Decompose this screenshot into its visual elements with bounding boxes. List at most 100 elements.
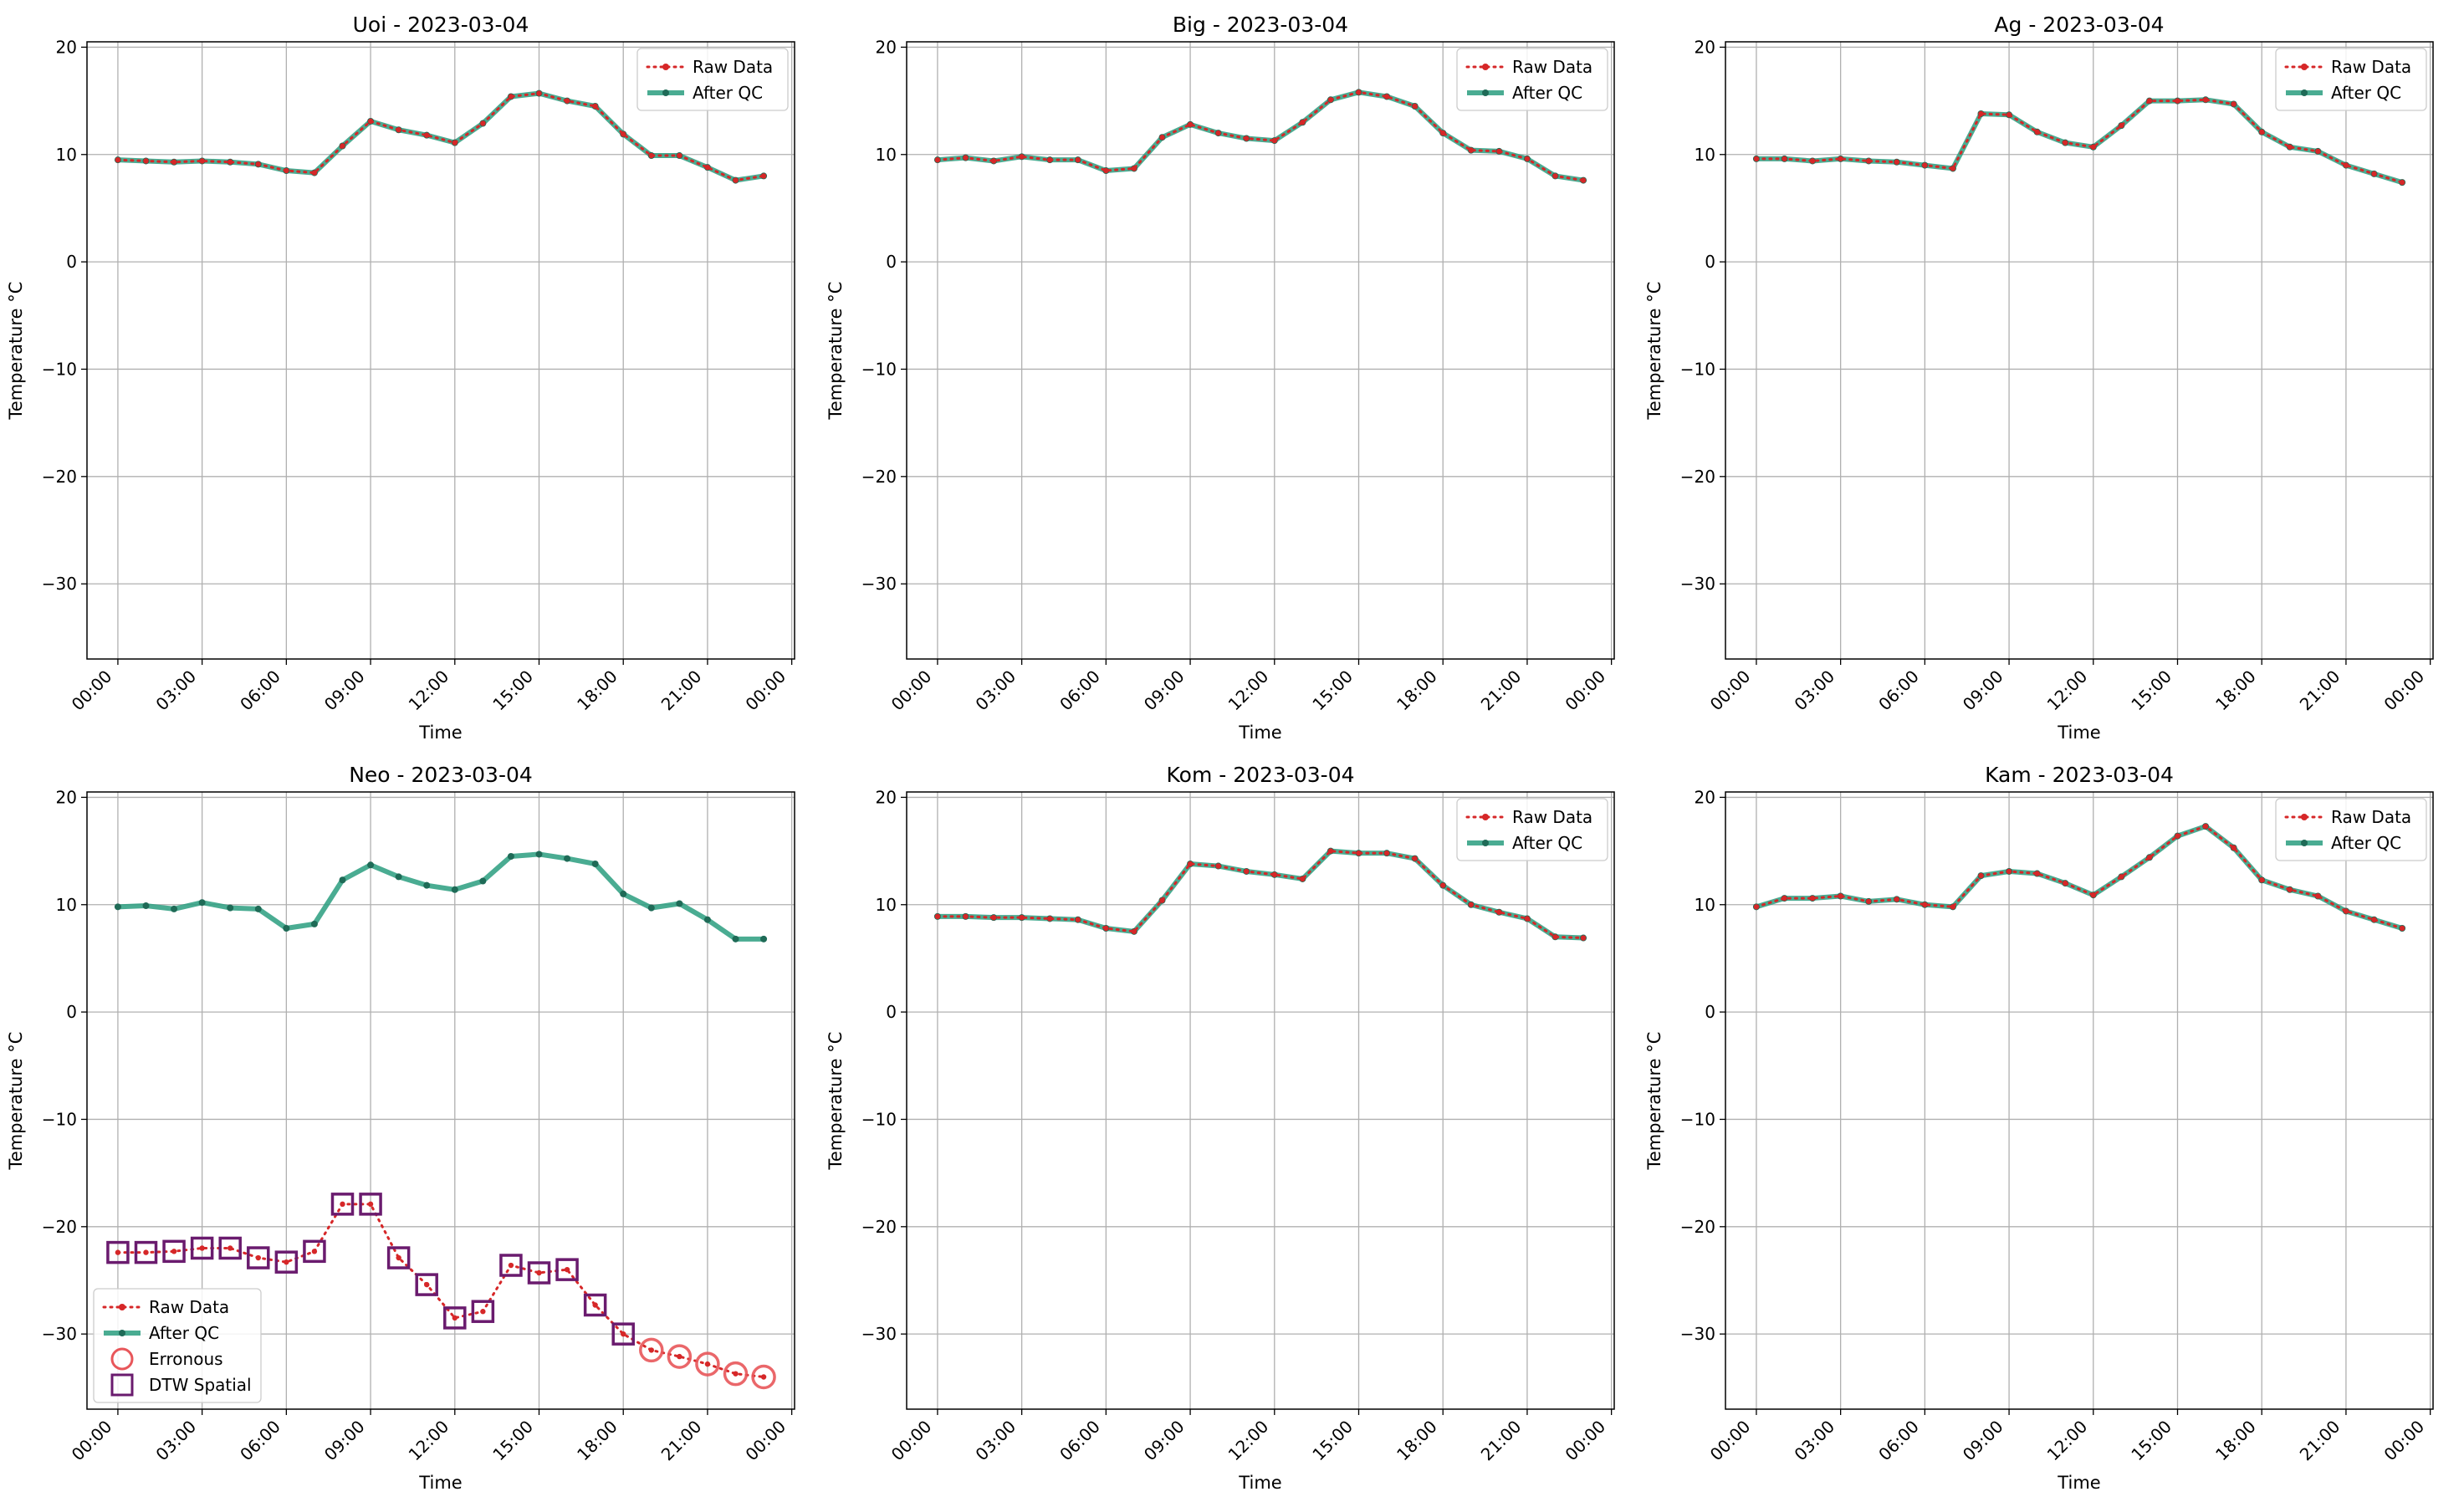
- raw-data-point: [648, 152, 654, 159]
- raw-data-point: [1922, 162, 1928, 168]
- raw-data-point: [340, 143, 345, 149]
- legend-qc-marker: [2301, 840, 2308, 846]
- legend-label-qc: After QC: [2331, 83, 2401, 103]
- x-tick-label: 15:00: [488, 667, 537, 715]
- after-qc-point: [479, 877, 487, 885]
- x-tick-label: 00:00: [2380, 667, 2428, 715]
- y-tick-label: −30: [861, 1324, 897, 1344]
- raw-data-point: [452, 140, 458, 146]
- legend-raw-marker: [1482, 814, 1489, 820]
- chart-title: Kam - 2023-03-04: [1985, 763, 2174, 787]
- after-qc-point: [507, 853, 514, 861]
- raw-data-point: [340, 1201, 345, 1208]
- x-tick-label: 12:00: [1224, 1417, 1273, 1465]
- raw-data-point: [1580, 935, 1587, 941]
- raw-data-point: [963, 913, 969, 920]
- y-tick-label: −20: [1680, 467, 1715, 487]
- raw-data-line: [116, 92, 765, 182]
- legend-qc-marker: [1482, 89, 1489, 96]
- x-tick-label: 15:00: [1308, 1417, 1357, 1465]
- raw-data-point: [1244, 135, 1250, 141]
- chart-panel-4: Kom - 2023-03-04 00:00 03:00 06:00 09:00 12:0…: [826, 763, 1615, 1493]
- y-tick-label: 0: [886, 252, 897, 272]
- raw-data-point: [1524, 156, 1531, 162]
- raw-data-point: [760, 173, 767, 179]
- after-qc-line: [1756, 97, 2403, 186]
- y-tick-label: −10: [42, 359, 77, 379]
- y-tick-label: 20: [56, 787, 77, 807]
- raw-data-point: [311, 170, 318, 176]
- x-tick-label: 03:00: [151, 667, 200, 715]
- y-tick-label: 10: [1695, 145, 1715, 165]
- erroneous-marker: [723, 1361, 749, 1387]
- raw-data-point: [1440, 130, 1446, 136]
- raw-data-point: [1866, 158, 1872, 164]
- raw-data-point: [1950, 166, 1956, 171]
- y-tick-label: 20: [876, 37, 897, 57]
- raw-data-point: [760, 1374, 767, 1380]
- after-qc-point: [591, 860, 599, 867]
- x-tick-label: 09:00: [320, 1417, 369, 1465]
- after-qc-point: [114, 903, 121, 911]
- dtw-spatial-marker: [330, 1193, 355, 1216]
- x-tick-label: 09:00: [320, 667, 369, 715]
- legend: Raw Data After QC: [636, 48, 789, 111]
- raw-data-point: [2063, 880, 2068, 886]
- raw-data-point: [2006, 112, 2012, 118]
- raw-data-point: [2343, 908, 2349, 914]
- raw-data-point: [367, 1201, 374, 1208]
- chart-panel-5: Kam - 2023-03-04 00:00 03:00 06:00 09:00 12:0…: [1644, 763, 2434, 1493]
- dtw-spatial-marker: [527, 1261, 551, 1285]
- raw-data-point: [367, 118, 374, 125]
- raw-data-point: [1922, 902, 1928, 907]
- x-tick-label: 00:00: [68, 1417, 116, 1465]
- raw-data-point: [2175, 833, 2180, 839]
- raw-data-point: [1782, 156, 1787, 162]
- raw-data-point: [2034, 871, 2040, 876]
- after-qc-point: [283, 925, 290, 932]
- raw-data-point: [1782, 895, 1787, 902]
- raw-data-point: [621, 131, 626, 137]
- x-tick-label: 03:00: [971, 1417, 1020, 1465]
- raw-data-point: [536, 90, 542, 96]
- x-tick-label: 06:00: [1056, 1417, 1104, 1465]
- after-qc-point: [395, 873, 402, 881]
- y-tick-label: −10: [861, 359, 897, 379]
- x-tick-label: 00:00: [1561, 667, 1609, 715]
- x-tick-label: 18:00: [573, 1417, 621, 1465]
- raw-data-point: [592, 1302, 598, 1308]
- legend-dtw-marker: [110, 1373, 134, 1397]
- axes-frame: [906, 791, 1615, 1410]
- after-qc-line: [117, 851, 764, 942]
- raw-data-point: [677, 152, 682, 159]
- legend-label-qc: After QC: [693, 83, 763, 103]
- raw-data-point: [2287, 886, 2293, 892]
- raw-data-point: [1468, 902, 1474, 907]
- raw-data-point: [1131, 928, 1137, 935]
- raw-data-point: [990, 914, 997, 921]
- x-tick-label: 00:00: [741, 1417, 790, 1465]
- raw-data-point: [1019, 154, 1025, 160]
- x-tick-label: 12:00: [405, 667, 453, 715]
- raw-data-point: [1950, 904, 1956, 910]
- erroneous-marker: [695, 1351, 720, 1377]
- x-tick-label: 09:00: [1140, 1417, 1189, 1465]
- x-tick-label: 00:00: [2380, 1417, 2428, 1465]
- raw-data-point: [508, 94, 514, 100]
- raw-data-point: [1412, 103, 1418, 110]
- dtw-spatial-marker: [471, 1300, 495, 1323]
- x-tick-label: 06:00: [236, 667, 284, 715]
- raw-data-point: [934, 156, 941, 163]
- raw-data-point: [480, 120, 486, 126]
- raw-data-point: [1552, 173, 1558, 179]
- axes-frame: [1725, 791, 2434, 1410]
- dtw-spatial-marker: [386, 1246, 411, 1269]
- raw-data-point: [564, 1266, 570, 1273]
- raw-data-point: [2146, 855, 2153, 861]
- chart-title: Big - 2023-03-04: [1173, 13, 1348, 37]
- raw-data-point: [1838, 156, 1843, 162]
- raw-data-point: [1753, 156, 1760, 162]
- x-tick-label: 21:00: [1477, 1417, 1526, 1465]
- raw-data-point: [1440, 882, 1446, 888]
- after-qc-point: [732, 935, 739, 943]
